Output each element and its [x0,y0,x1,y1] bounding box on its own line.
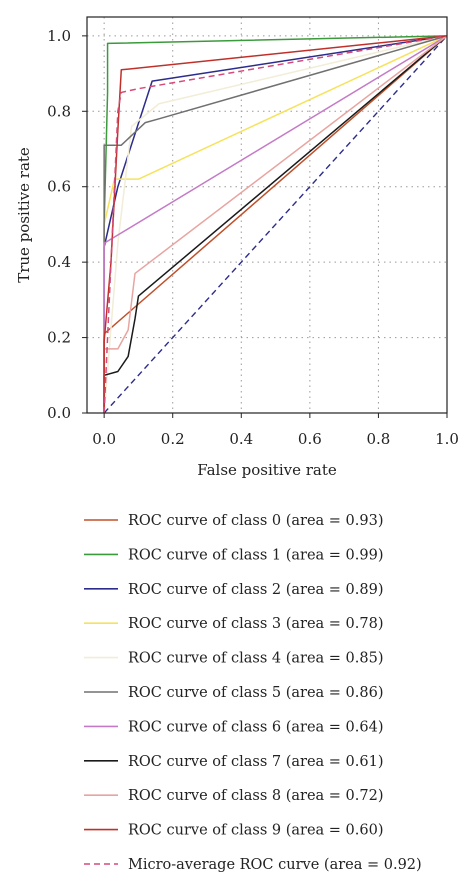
legend-label-2: ROC curve of class 2 (area = 0.89) [128,582,384,598]
legend-label-5: ROC curve of class 5 (area = 0.86) [128,685,384,701]
x-tick-label: 0.2 [161,430,185,448]
y-axis-label: True positive rate [15,147,33,283]
y-tick-label: 0.2 [47,329,71,347]
plot-frame [86,16,448,414]
legend-label-3: ROC curve of class 3 (area = 0.78) [128,616,384,632]
legend-label-4: ROC curve of class 4 (area = 0.85) [128,651,384,667]
x-axis-label: False positive rate [197,461,337,479]
x-tick-label: 1.0 [435,430,459,448]
roc-curve-series-4 [103,35,448,414]
x-tick-label: 0.6 [298,430,322,448]
legend-label-10: Micro-average ROC curve (area = 0.92) [128,857,422,873]
roc-curve-series-5 [103,35,448,413]
x-tick-label: 0.0 [92,430,116,448]
roc-curves [103,35,448,414]
chance-diagonal-line [103,35,448,414]
legend-label-8: ROC curve of class 8 (area = 0.72) [128,788,384,804]
y-tick-label: 0.0 [47,404,71,422]
x-tick-label: 0.4 [229,430,253,448]
legend-label-9: ROC curve of class 9 (area = 0.60) [128,823,384,839]
y-tick-label: 1.0 [47,27,71,45]
legend-label-1: ROC curve of class 1 (area = 0.99) [128,547,384,563]
legend-label-0: ROC curve of class 0 (area = 0.93) [128,513,384,529]
legend-label-7: ROC curve of class 7 (area = 0.61) [128,754,384,770]
roc-curve-series-10 [103,35,448,414]
axis-ticks: 0.0 0.2 0.4 0.6 0.8 1.0 0.0 0.2 0.4 0.6 0.8 1.0 [47,27,459,448]
legend: ROC curve of class 0 (area = 0.93) ROC cu… [84,513,422,873]
legend-label-6: ROC curve of class 6 (area = 0.64) [128,719,384,735]
y-tick-label: 0.4 [47,253,71,271]
roc-curve-series-9 [103,35,448,413]
y-tick-label: 0.6 [47,178,71,196]
x-tick-label: 0.8 [366,430,390,448]
y-tick-label: 0.8 [47,102,71,120]
